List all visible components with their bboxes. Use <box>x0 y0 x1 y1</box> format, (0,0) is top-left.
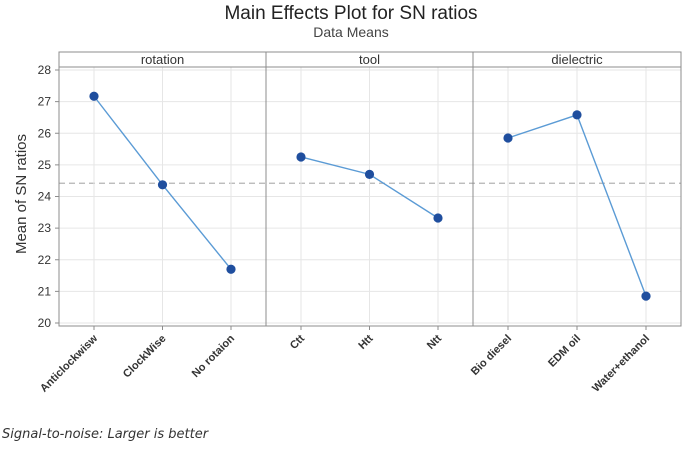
y-tick-label: 28 <box>38 63 52 77</box>
x-tick-label: Water+ethanol <box>590 333 652 395</box>
data-point <box>89 91 99 101</box>
y-tick-label: 20 <box>38 316 52 330</box>
chart-subtitle: Data Means <box>313 24 388 40</box>
panel-label-rotation: rotation <box>141 52 184 67</box>
chart-title: Main Effects Plot for SN ratios <box>224 3 477 24</box>
y-tick-label: 25 <box>38 158 52 172</box>
y-tick-label: 23 <box>38 221 52 235</box>
panel-label-tool: tool <box>359 52 380 67</box>
data-point <box>296 152 306 162</box>
data-point <box>433 213 443 223</box>
x-tick-label: ClockWise <box>121 333 169 381</box>
y-tick-label: 26 <box>38 126 52 140</box>
y-tick-label: 21 <box>38 284 52 298</box>
x-tick-label: EDM oil <box>546 333 583 370</box>
data-point <box>364 169 375 179</box>
data-point <box>226 264 236 274</box>
data-point <box>503 133 513 143</box>
y-tick-label: 22 <box>38 253 52 267</box>
x-tick-label: Ctt <box>288 332 308 352</box>
data-point <box>641 291 651 301</box>
footnote: Signal-to-noise: Larger is better <box>2 427 209 442</box>
data-point <box>157 180 168 190</box>
y-tick-label: 24 <box>38 190 52 204</box>
y-tick-label: 27 <box>38 95 52 109</box>
panel-label-dielectric: dielectric <box>551 52 603 67</box>
x-tick-label: Htt <box>356 332 376 352</box>
data-point <box>572 110 582 120</box>
x-tick-label: Bio diesel <box>469 333 514 378</box>
y-axis-label: Mean of SN ratios <box>13 134 30 254</box>
x-tick-label: Ntt <box>425 332 445 352</box>
x-tick-label: No rotaion <box>190 332 238 380</box>
x-tick-label: Anticlockwisw <box>38 332 100 394</box>
